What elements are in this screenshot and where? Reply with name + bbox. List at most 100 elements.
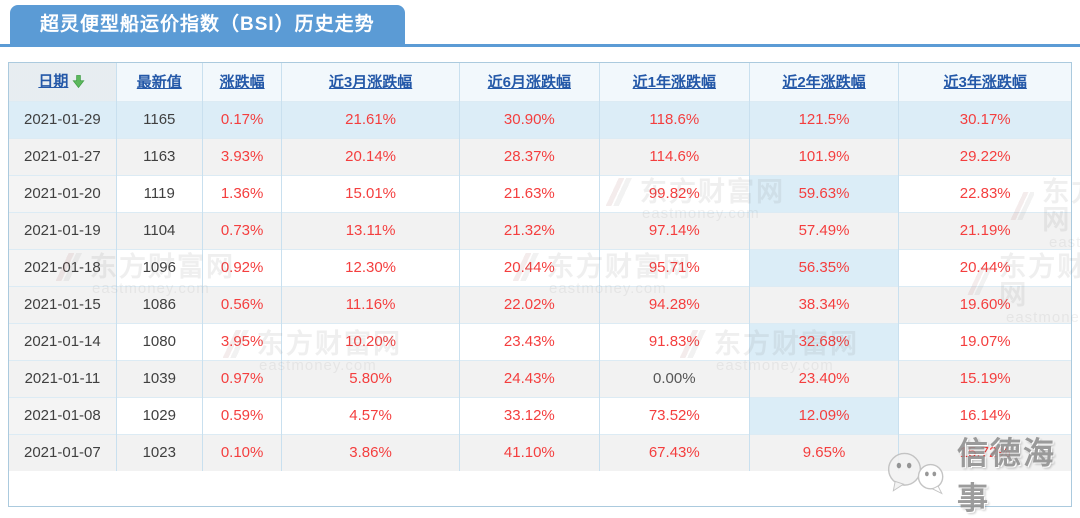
cell-value: 20.44% <box>458 248 600 286</box>
table-panel: 日期 最新值 涨跌幅 近3月涨跌幅 近6月涨跌幅 近1年涨跌幅 近2年涨跌幅 近3年涨跌幅 2… <box>8 62 1072 507</box>
cell-value: 1023 <box>115 433 203 471</box>
cell-value: 3.86% <box>281 433 460 471</box>
cell-value: 13.11% <box>281 211 460 249</box>
table-row: 2021-01-19 1104 0.73% 13.11% 21.32% 97.14% 57.… <box>9 211 1071 249</box>
column-header-label[interactable]: 近3月涨跌幅 <box>328 74 413 92</box>
cell-value: 0.17% <box>201 100 282 138</box>
column-header-label[interactable]: 涨跌幅 <box>219 74 265 92</box>
column-header-label[interactable]: 日期 <box>38 73 69 91</box>
cell-value: 0.56% <box>201 285 282 323</box>
cell-date: 2021-01-15 <box>9 285 117 323</box>
cell-value: 1165 <box>115 100 203 138</box>
bsi-history-table: 日期 最新值 涨跌幅 近3月涨跌幅 近6月涨跌幅 近1年涨跌幅 近2年涨跌幅 近3年涨跌幅 2… <box>9 63 1071 471</box>
cell-value: 0.92% <box>201 248 282 286</box>
table-body: 2021-01-29 1165 0.17% 21.61% 30.90% 118.6% 121… <box>9 100 1071 471</box>
cell-value: 1029 <box>115 396 203 434</box>
cell-value: 23.40% <box>748 359 899 397</box>
cell-date: 2021-01-08 <box>9 396 117 434</box>
cell-value: 19.07% <box>898 322 1071 360</box>
column-header-label[interactable]: 近6月涨跌幅 <box>487 74 571 92</box>
header-row: 日期 最新值 涨跌幅 近3月涨跌幅 近6月涨跌幅 近1年涨跌幅 近2年涨跌幅 近3年涨跌幅 <box>9 63 1071 101</box>
cell-value: 0.00% <box>598 359 750 397</box>
cell-value: 0.97% <box>201 359 282 397</box>
cell-value: 91.83% <box>598 322 750 360</box>
cell-value: 95.71% <box>598 248 750 286</box>
cell-value: 10.20% <box>281 322 460 360</box>
cell-value: 20.14% <box>281 137 460 175</box>
table-row: 2021-01-27 1163 3.93% 20.14% 28.37% 114.6% 101… <box>9 137 1071 175</box>
cell-value: 28.37% <box>458 137 600 175</box>
table-header: 日期 最新值 涨跌幅 近3月涨跌幅 近6月涨跌幅 近1年涨跌幅 近2年涨跌幅 近3年涨跌幅 <box>9 63 1071 101</box>
cell-value: 1080 <box>115 322 203 360</box>
table-row: 2021-01-08 1029 0.59% 4.57% 33.12% 73.52% 12.0… <box>9 396 1071 434</box>
cell-value: 0.10% <box>201 433 282 471</box>
column-header-2[interactable]: 涨跌幅 <box>201 63 282 101</box>
cell-value: 30.90% <box>458 100 600 138</box>
cell-value: 15.01% <box>281 174 460 212</box>
cell-value: 16.14% <box>898 396 1071 434</box>
column-header-5[interactable]: 近1年涨跌幅 <box>598 63 750 101</box>
cell-value: 1119 <box>115 174 203 212</box>
cell-date: 2021-01-18 <box>9 248 117 286</box>
cell-value: 22.02% <box>458 285 600 323</box>
accent-divider <box>0 44 1080 47</box>
table-row: 2021-01-18 1096 0.92% 12.30% 20.44% 95.71% 56.… <box>9 248 1071 286</box>
cell-value: 99.82% <box>598 174 750 212</box>
cell-value: 5.80% <box>281 359 460 397</box>
cell-value: 33.12% <box>458 396 600 434</box>
cell-value: 23.43% <box>458 322 600 360</box>
cell-value: 21.61% <box>281 100 460 138</box>
table-row: 2021-01-20 1119 1.36% 15.01% 21.63% 99.82% 59.… <box>9 174 1071 212</box>
cell-value: 1104 <box>115 211 203 249</box>
column-header-label[interactable]: 近3年涨跌幅 <box>943 74 1027 92</box>
column-header-label[interactable]: 近1年涨跌幅 <box>632 74 716 92</box>
cell-value: 1096 <box>115 248 203 286</box>
column-header-label[interactable]: 近2年涨跌幅 <box>782 74 866 92</box>
cell-value: 0.73% <box>201 211 282 249</box>
cell-value: 1039 <box>115 359 203 397</box>
cell-value: 0.59% <box>201 396 282 434</box>
cell-value: 94.28% <box>598 285 750 323</box>
cell-value: 4.57% <box>281 396 460 434</box>
cell-value: 21.32% <box>458 211 600 249</box>
cell-value: 21.19% <box>898 211 1071 249</box>
cell-value: 11.16% <box>281 285 460 323</box>
cell-value: 29.22% <box>898 137 1071 175</box>
cell-value: 41.10% <box>458 433 600 471</box>
column-header-label[interactable]: 最新值 <box>136 74 182 92</box>
cell-value: 56.35% <box>748 248 899 286</box>
cell-value: 22.83% <box>898 174 1071 212</box>
cell-value: 73.52% <box>598 396 750 434</box>
cell-value: 1.36% <box>201 174 282 212</box>
cell-date: 2021-01-27 <box>9 137 117 175</box>
cell-value: 67.43% <box>598 433 750 471</box>
cell-value: 59.63% <box>748 174 899 212</box>
cell-value: 15.72% <box>898 433 1071 471</box>
cell-value: 57.49% <box>748 211 899 249</box>
cell-date: 2021-01-07 <box>9 433 117 471</box>
cell-value: 15.19% <box>898 359 1071 397</box>
cell-value: 24.43% <box>458 359 600 397</box>
cell-value: 19.60% <box>898 285 1071 323</box>
column-header-1[interactable]: 最新值 <box>115 63 203 101</box>
column-header-0[interactable]: 日期 <box>9 63 117 101</box>
column-header-4[interactable]: 近6月涨跌幅 <box>458 63 600 101</box>
sort-desc-icon <box>71 74 86 93</box>
cell-value: 121.5% <box>748 100 899 138</box>
column-header-3[interactable]: 近3月涨跌幅 <box>281 63 460 101</box>
cell-value: 12.30% <box>281 248 460 286</box>
cell-value: 1086 <box>115 285 203 323</box>
cell-value: 20.44% <box>898 248 1071 286</box>
page-title: 超灵便型船运价指数（BSI）历史走势 <box>40 14 375 35</box>
cell-value: 3.95% <box>201 322 282 360</box>
cell-value: 3.93% <box>201 137 282 175</box>
cell-value: 9.65% <box>748 433 899 471</box>
title-tab: 超灵便型船运价指数（BSI）历史走势 <box>10 5 405 44</box>
cell-date: 2021-01-11 <box>9 359 117 397</box>
column-header-7[interactable]: 近3年涨跌幅 <box>898 63 1071 101</box>
cell-value: 30.17% <box>898 100 1071 138</box>
cell-date: 2021-01-14 <box>9 322 117 360</box>
column-header-6[interactable]: 近2年涨跌幅 <box>748 63 899 101</box>
table-row: 2021-01-15 1086 0.56% 11.16% 22.02% 94.28% 38.… <box>9 285 1071 323</box>
cell-value: 101.9% <box>748 137 899 175</box>
